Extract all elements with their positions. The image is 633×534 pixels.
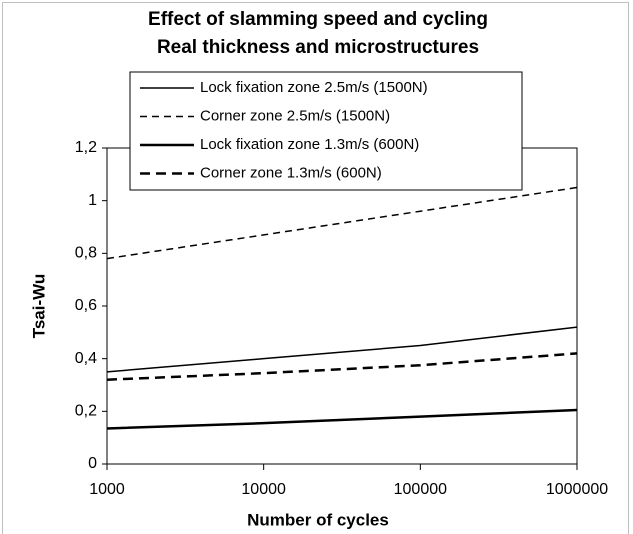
y-tick-label: 1,2 xyxy=(75,139,97,156)
chart-subtitle: Real thickness and microstructures xyxy=(157,37,479,58)
x-tick-label: 100000 xyxy=(394,481,447,498)
legend-label: Lock fixation zone 2.5m/s (1500N) xyxy=(200,79,428,96)
y-axis-title: Tsai-Wu xyxy=(29,274,48,339)
data-line xyxy=(106,352,578,381)
data-line xyxy=(106,326,578,373)
data-line xyxy=(106,186,578,260)
y-tick-label: 0,8 xyxy=(75,245,97,262)
y-tick-label: 0,6 xyxy=(75,297,97,314)
y-tick-label: 1 xyxy=(88,192,97,209)
legend-label: Corner zone 2.5m/s (1500N) xyxy=(200,107,390,124)
x-tick-label: 1000 xyxy=(89,481,125,498)
y-tick-label: 0,4 xyxy=(75,350,97,367)
legend-label: Corner zone 1.3m/s (600N) xyxy=(200,164,382,181)
y-tick-label: 0 xyxy=(88,455,97,472)
legend-label: Lock fixation zone 1.3m/s (600N) xyxy=(200,136,419,153)
x-tick-label: 1000000 xyxy=(546,481,608,498)
chart-title: Effect of slamming speed and cycling xyxy=(148,9,488,30)
legend-box xyxy=(129,71,523,191)
y-tick-label: 0,2 xyxy=(75,403,97,420)
x-tick-label: 10000 xyxy=(241,481,286,498)
data-line xyxy=(106,408,578,430)
x-axis-title: Number of cycles xyxy=(247,510,389,529)
